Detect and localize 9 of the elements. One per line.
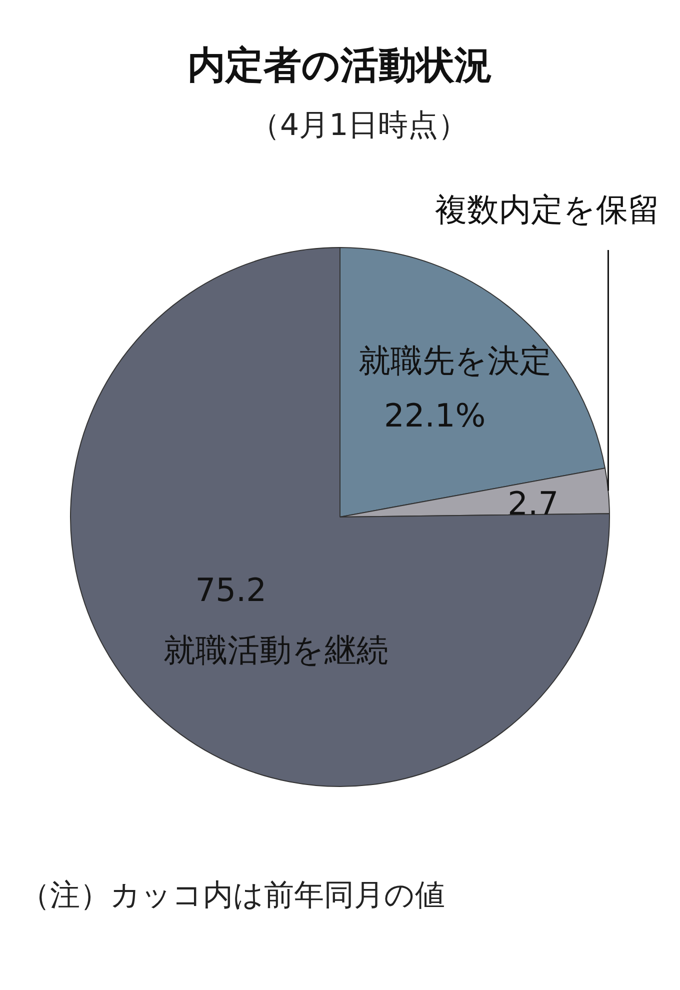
data-label: 2.7 — [508, 484, 559, 522]
data-label: 75.2 — [195, 570, 266, 609]
slice-label: 就職先を決定 — [358, 341, 552, 380]
slice-label: 就職活動を継続 — [163, 630, 388, 669]
chart-title: 内定者の活動状況 — [186, 42, 494, 89]
data-label: 22.1% — [384, 396, 486, 434]
chart-subtitle: （4月1日時点） — [250, 107, 468, 145]
slice-label: 複数内定を保留 — [435, 190, 660, 228]
text: （注）カッコ内は前年同月の値 — [20, 877, 445, 915]
